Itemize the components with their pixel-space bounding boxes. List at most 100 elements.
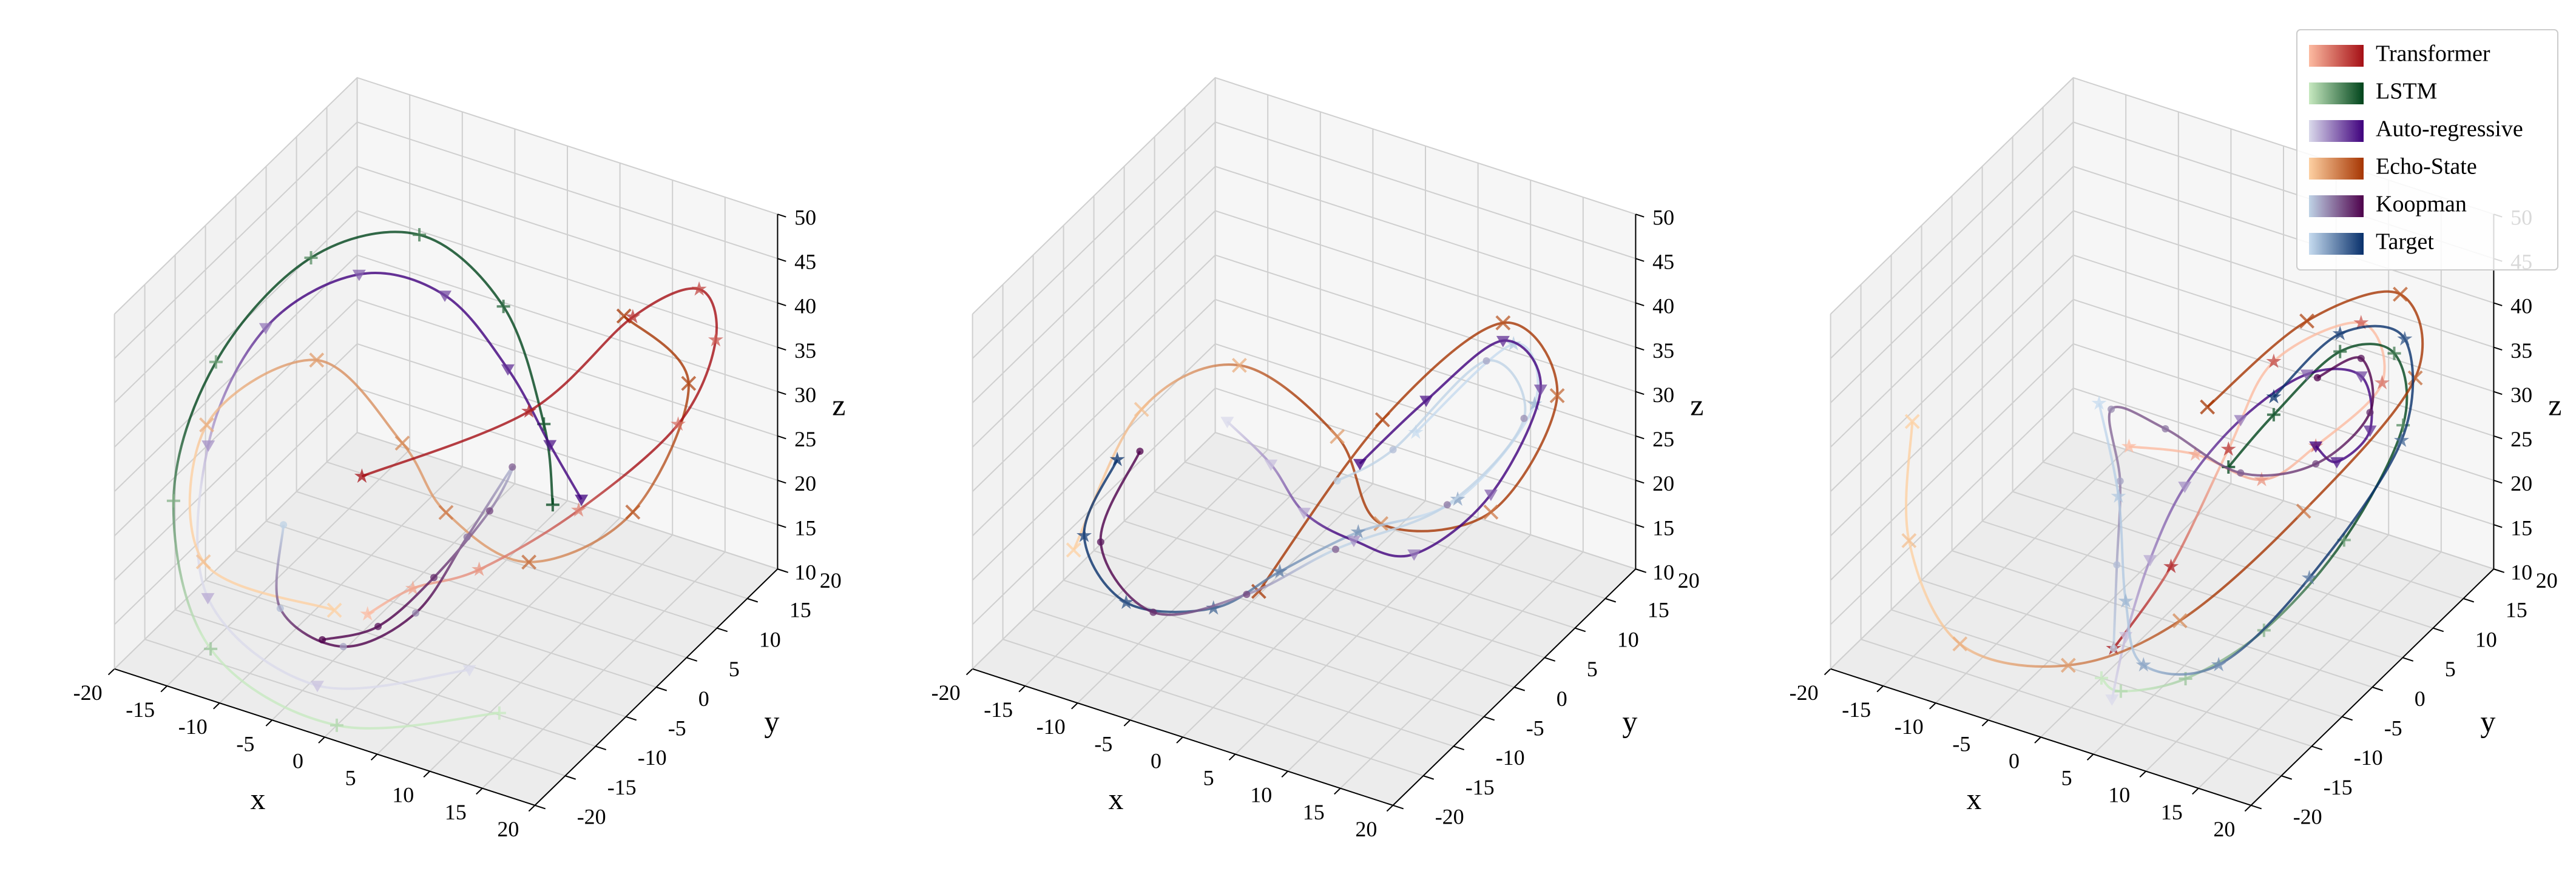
- marker: [1331, 545, 1339, 553]
- marker: [2111, 488, 2126, 503]
- tick-mark: [1453, 745, 1465, 751]
- x-axis-label: x: [251, 782, 266, 816]
- tick-mark: [777, 302, 786, 306]
- marker: [2332, 326, 2348, 340]
- x-axis-label: x: [1967, 782, 1982, 816]
- tick-mark: [1635, 568, 1645, 573]
- tick-mark: [2493, 391, 2503, 395]
- marker: [1374, 412, 1390, 428]
- grid-line: [972, 254, 1636, 492]
- tick-mark: [370, 753, 378, 761]
- x-tick-label: 20: [2213, 817, 2235, 841]
- z-tick-label: 15: [2510, 516, 2532, 540]
- y-tick-label: 5: [729, 657, 740, 681]
- marker: [304, 251, 318, 265]
- z-tick-label: 20: [2510, 471, 2532, 496]
- tick-mark: [1929, 702, 1936, 710]
- z-tick-label: 40: [1652, 294, 1674, 318]
- tick-mark: [2372, 687, 2384, 691]
- marker: [2312, 460, 2320, 468]
- marker: [708, 332, 723, 347]
- tick-mark: [777, 213, 786, 218]
- marker: [492, 706, 506, 720]
- z-tick-label: 50: [1652, 205, 1674, 229]
- x-tick-label: 10: [2108, 783, 2130, 807]
- tick-mark: [2493, 524, 2503, 528]
- marker: [2220, 441, 2236, 456]
- grid-line: [972, 166, 1636, 403]
- marker: [166, 494, 180, 508]
- marker: [209, 355, 223, 369]
- grid-line: [113, 254, 778, 492]
- tick-mark: [423, 770, 430, 778]
- tick-mark: [107, 668, 115, 676]
- marker: [2143, 555, 2157, 566]
- tick-mark: [2402, 657, 2414, 662]
- marker: [496, 300, 510, 314]
- trajectory-line: [2098, 324, 2415, 676]
- marker: [2266, 353, 2282, 368]
- legend-label: Target: [2376, 229, 2434, 255]
- marker: [2330, 457, 2344, 469]
- tick-mark: [2493, 302, 2503, 306]
- legend-swatch: [2309, 120, 2364, 142]
- z-tick-label: 25: [2510, 427, 2532, 451]
- tick-mark: [1635, 435, 1645, 440]
- marker: [2266, 389, 2282, 404]
- z-tick-label: 15: [794, 516, 816, 540]
- marker: [2407, 370, 2423, 386]
- marker: [691, 281, 707, 296]
- y-tick-label: 5: [1587, 657, 1598, 681]
- y-tick-label: -15: [607, 775, 637, 799]
- marker: [1520, 414, 1528, 422]
- marker: [1297, 508, 1311, 519]
- marker: [2357, 354, 2365, 362]
- trajectory-line: [1226, 339, 1542, 558]
- tick-mark: [777, 391, 786, 395]
- y-tick-label: -10: [638, 745, 667, 770]
- marker: [1118, 594, 1134, 610]
- trajectory-line: [361, 287, 718, 616]
- marker: [201, 593, 215, 605]
- marker: [2116, 477, 2124, 485]
- marker: [1350, 524, 1366, 539]
- marker: [2118, 593, 2134, 608]
- marker: [463, 533, 471, 541]
- tick-mark: [777, 479, 786, 484]
- tick-mark: [747, 597, 759, 603]
- marker: [374, 622, 382, 630]
- marker: [2172, 613, 2188, 628]
- z-tick-label: 40: [2510, 294, 2532, 318]
- tick-mark: [1635, 524, 1645, 528]
- legend-swatch: [2309, 45, 2364, 67]
- grid-line: [972, 431, 1636, 670]
- marker: [2387, 346, 2401, 360]
- tick-mark: [686, 657, 698, 662]
- y-tick-label: 15: [789, 598, 811, 622]
- x-tick-label: -10: [178, 714, 208, 739]
- marker: [326, 602, 342, 618]
- legend-label: LSTM: [2376, 79, 2437, 104]
- marker: [2299, 313, 2314, 329]
- marker: [1495, 315, 1511, 331]
- grid-line: [972, 298, 1636, 537]
- x-tick-label: -15: [984, 697, 1013, 722]
- grid-line: [972, 343, 1636, 581]
- marker: [1373, 516, 1389, 531]
- tick-mark: [1635, 479, 1645, 484]
- tick-mark: [1635, 258, 1645, 262]
- x-tick-label: -5: [1952, 731, 1970, 756]
- z-tick-label: 30: [794, 383, 816, 407]
- marker: [2301, 570, 2317, 585]
- marker: [2296, 503, 2311, 519]
- tick-mark: [535, 804, 546, 810]
- grid-line: [1830, 210, 2494, 448]
- z-tick-label: 35: [794, 338, 816, 363]
- tick-mark: [1123, 719, 1131, 727]
- x-tick-label: -20: [73, 680, 103, 705]
- marker: [2060, 657, 2076, 673]
- trajectory-line: [1083, 342, 1540, 613]
- marker: [204, 642, 218, 656]
- marker: [2309, 441, 2323, 453]
- z-tick-label: 20: [1652, 471, 1674, 496]
